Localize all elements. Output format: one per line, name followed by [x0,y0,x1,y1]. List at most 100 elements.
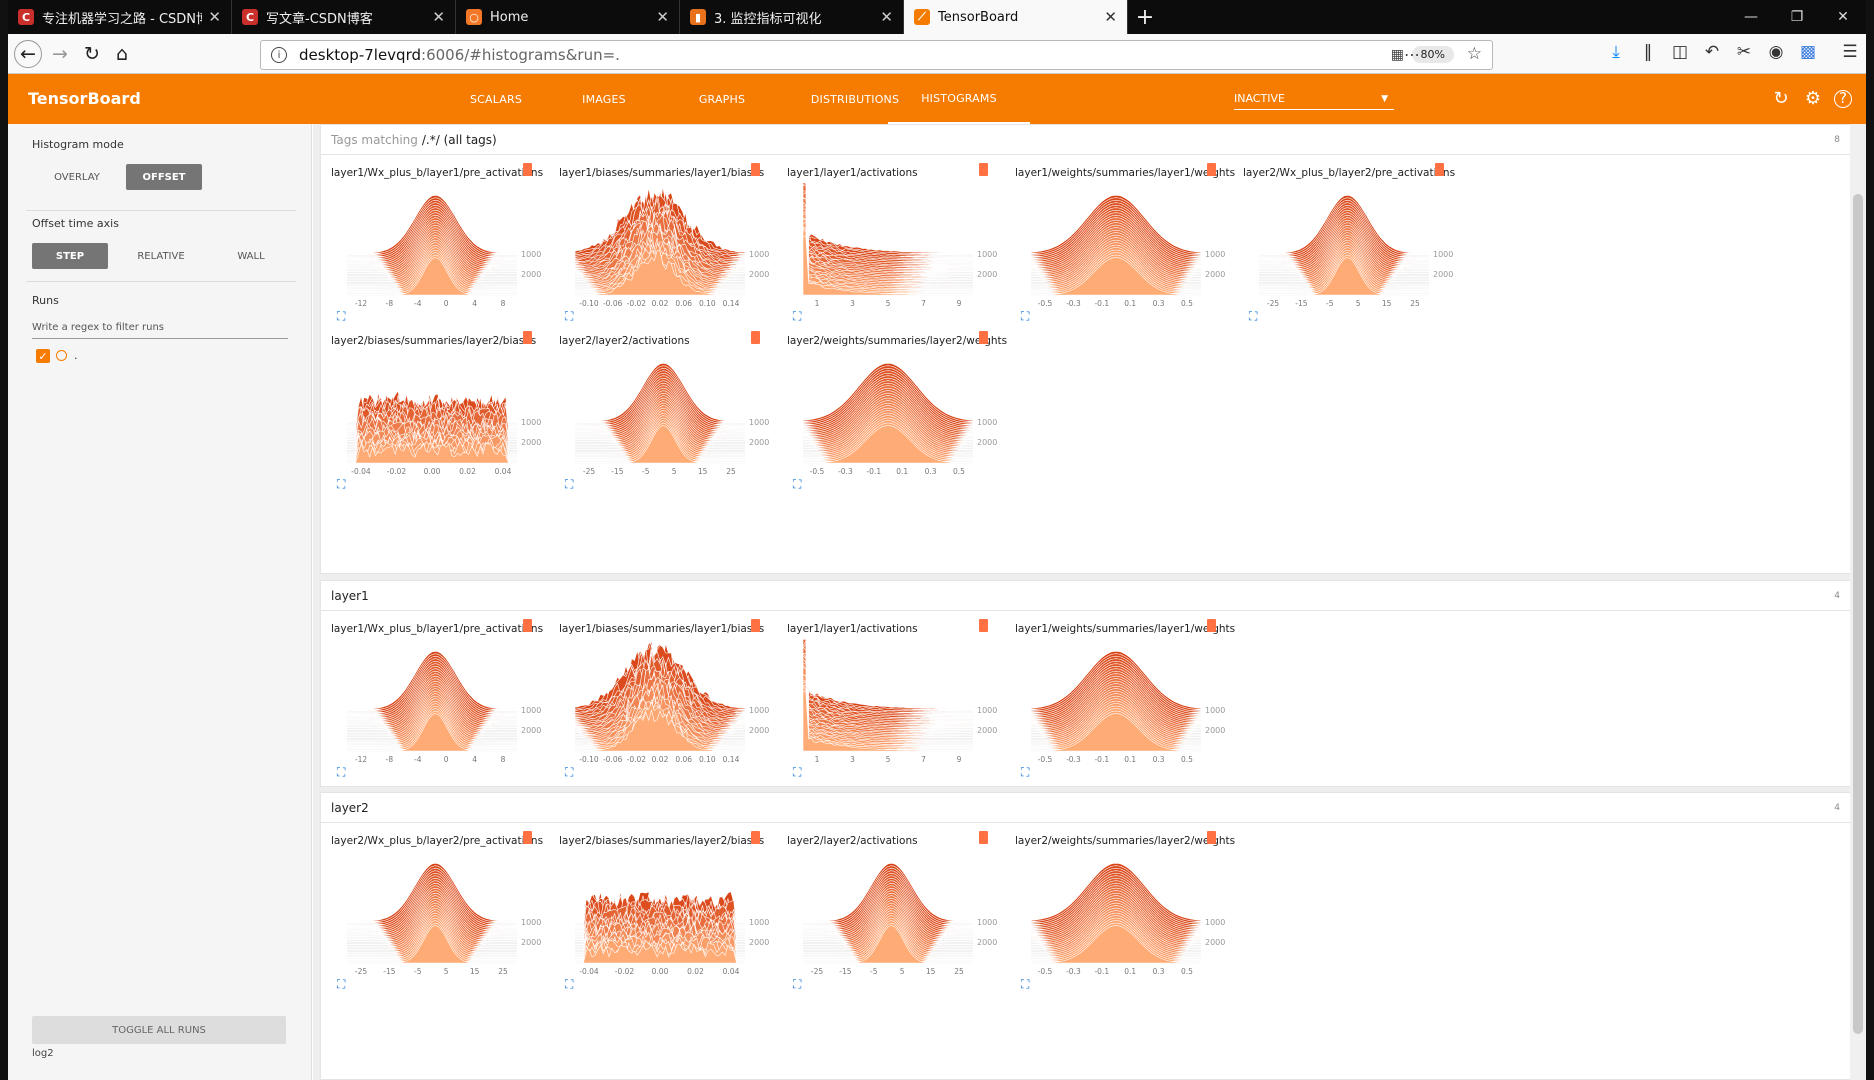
csdn-icon: C [242,9,258,25]
browser-tab[interactable]: ▮ 3. 监控指标可视化 ✕ [680,0,904,34]
help-icon[interactable]: ? [1834,90,1852,108]
download-icon[interactable]: ⤓ [1612,42,1620,62]
close-tab-icon[interactable]: ✕ [1104,8,1117,26]
step-axis-label: 1000 [749,418,769,427]
expand-icon[interactable]: ⛶ [565,309,574,323]
section-header[interactable]: Tags matching/.*/ (all tags) 8 [321,125,1850,155]
wall-axis-button[interactable]: WALL [237,250,265,262]
expand-icon[interactable]: ⛶ [1021,309,1030,323]
expand-icon[interactable]: ⛶ [793,977,802,991]
expand-icon[interactable]: ⛶ [337,477,346,491]
browser-tab[interactable]: C 专注机器学习之路 - CSDN博客 ✕ [8,0,232,34]
histogram-title: layer2/Wx_plus_b/layer2/pre_activations [331,835,544,847]
run-color-tag [1435,163,1444,176]
forward-button[interactable]: → [52,43,68,65]
undo-icon[interactable]: ↶ [1704,42,1720,62]
x-axis-tick: 0.5 [1181,299,1193,307]
browser-tab[interactable]: ○ Home ✕ [456,0,680,34]
histogram-card: layer2/weights/summaries/layer2/weights 1… [787,327,1009,497]
x-axis-tick: -25 [355,967,367,975]
inactive-select-label: INACTIVE [1234,92,1285,105]
divider [26,210,296,211]
x-axis-tick: -0.04 [351,467,371,475]
step-axis-button[interactable]: STEP [32,243,108,269]
close-tab-icon[interactable]: ✕ [432,8,445,26]
step-axis-label: 1000 [977,918,997,927]
expand-icon[interactable]: ⛶ [565,477,574,491]
browser-tab[interactable]: ⟋ TensorBoard ✕ [904,0,1128,34]
histogram-slice [802,235,974,296]
close-tab-icon[interactable]: ✕ [880,8,893,26]
bookmark-star-icon[interactable]: ☆ [1466,44,1482,64]
x-axis-tick: -5 [870,967,878,975]
settings-gear-icon[interactable]: ⚙ [1804,88,1822,109]
new-tab-button[interactable]: + [1135,4,1155,30]
qr-code-icon[interactable]: ▦ [1390,47,1404,63]
close-tab-icon[interactable]: ✕ [656,8,669,26]
close-tab-icon[interactable]: ✕ [208,8,221,26]
zoom-level[interactable]: 80% [1411,46,1454,63]
x-axis-tick: 0.10 [699,299,716,307]
minimize-icon[interactable]: — [1744,9,1758,25]
expand-icon[interactable]: ⛶ [793,309,802,323]
translate-icon[interactable]: ▩ [1799,42,1817,62]
nav-tab-histograms[interactable]: HISTOGRAMS [888,74,1030,124]
expand-icon[interactable]: ⛶ [565,765,574,779]
page-actions-icon[interactable]: ⋯ [1404,45,1420,64]
back-button[interactable]: ← [14,40,42,68]
expand-icon[interactable]: ⛶ [337,977,346,991]
home-button[interactable]: ⌂ [115,43,129,65]
restore-icon[interactable]: ❐ [1790,9,1804,25]
expand-icon[interactable]: ⛶ [1249,309,1258,323]
scrollbar-thumb[interactable] [1853,194,1863,1034]
sidebar-icon[interactable]: ◫ [1671,42,1689,62]
nav-tab-graphs[interactable]: GRAPHS [698,92,746,106]
library-icon[interactable]: ‖ [1643,42,1653,62]
run-checkbox[interactable]: ✓ [36,349,50,363]
histogram-title: layer1/weights/summaries/layer1/weights [1015,167,1236,179]
histogram-title: layer1/weights/summaries/layer1/weights [1015,623,1236,635]
expand-icon[interactable]: ⛶ [337,309,346,323]
offset-mode-button[interactable]: OFFSET [126,164,202,190]
run-color-swatch[interactable] [56,350,67,361]
screenshot-icon[interactable]: ✂ [1736,42,1752,62]
overlay-mode-button[interactable]: OVERLAY [54,171,100,183]
x-axis-tick: 0.5 [1181,755,1193,763]
url-bar[interactable]: i desktop-7levqrd:6006/#histograms&run=.… [260,40,1493,70]
browser-tab[interactable]: C 写文章-CSDN博客 ✕ [232,0,456,34]
expand-icon[interactable]: ⛶ [793,765,802,779]
nav-tab-images[interactable]: IMAGES [582,92,626,106]
expand-icon[interactable]: ⛶ [1021,765,1030,779]
nav-tab-distributions[interactable]: DISTRIBUTIONS [810,92,900,106]
step-axis-label: 1000 [977,706,997,715]
section-title: /.*/ (all tags) [421,132,497,147]
nav-tab-scalars[interactable]: SCALARS [469,92,523,106]
step-axis-label: 2000 [749,726,769,735]
expand-icon[interactable]: ⛶ [565,977,574,991]
expand-icon[interactable]: ⛶ [337,765,346,779]
histogram-mode-label: Histogram mode [32,138,124,151]
histogram-card: layer1/biases/summaries/layer1/biases 100… [559,159,781,329]
reload-button[interactable]: ↻ [84,43,100,65]
page-scrollbar[interactable] [1850,124,1866,1080]
relative-axis-button[interactable]: RELATIVE [137,250,185,262]
menu-icon[interactable]: ☰ [1842,42,1858,62]
section-header[interactable]: layer1 4 [321,581,1850,611]
run-color-tag [523,331,532,344]
histogram-card: layer1/layer1/activations 1000 2000 1 3 5 7 9 ⛶ [787,615,1009,785]
histogram-title: layer2/weights/summaries/layer2/weights [1015,835,1236,847]
expand-icon[interactable]: ⛶ [1021,977,1030,991]
step-axis-label: 1000 [977,250,997,259]
x-axis-tick: 0.00 [652,967,669,975]
expand-icon[interactable]: ⛶ [793,477,802,491]
histogram-chart: 1000 2000 -0.5 -0.3 -0.1 0.1 0.3 0.5 [802,362,997,475]
section-header[interactable]: layer2 4 [321,793,1850,823]
refresh-icon[interactable]: ↻ [1773,88,1789,109]
toggle-all-runs-button[interactable]: TOGGLE ALL RUNS [32,1016,286,1044]
step-axis-label: 1000 [749,250,769,259]
chat-icon[interactable]: ◉ [1768,42,1784,62]
runs-filter-input[interactable]: Write a regex to filter runs [32,317,288,339]
site-info-icon[interactable]: i [271,47,287,63]
inactive-dashboards-select[interactable]: INACTIVE ▼ [1234,88,1394,110]
close-window-icon[interactable]: ✕ [1837,9,1849,25]
